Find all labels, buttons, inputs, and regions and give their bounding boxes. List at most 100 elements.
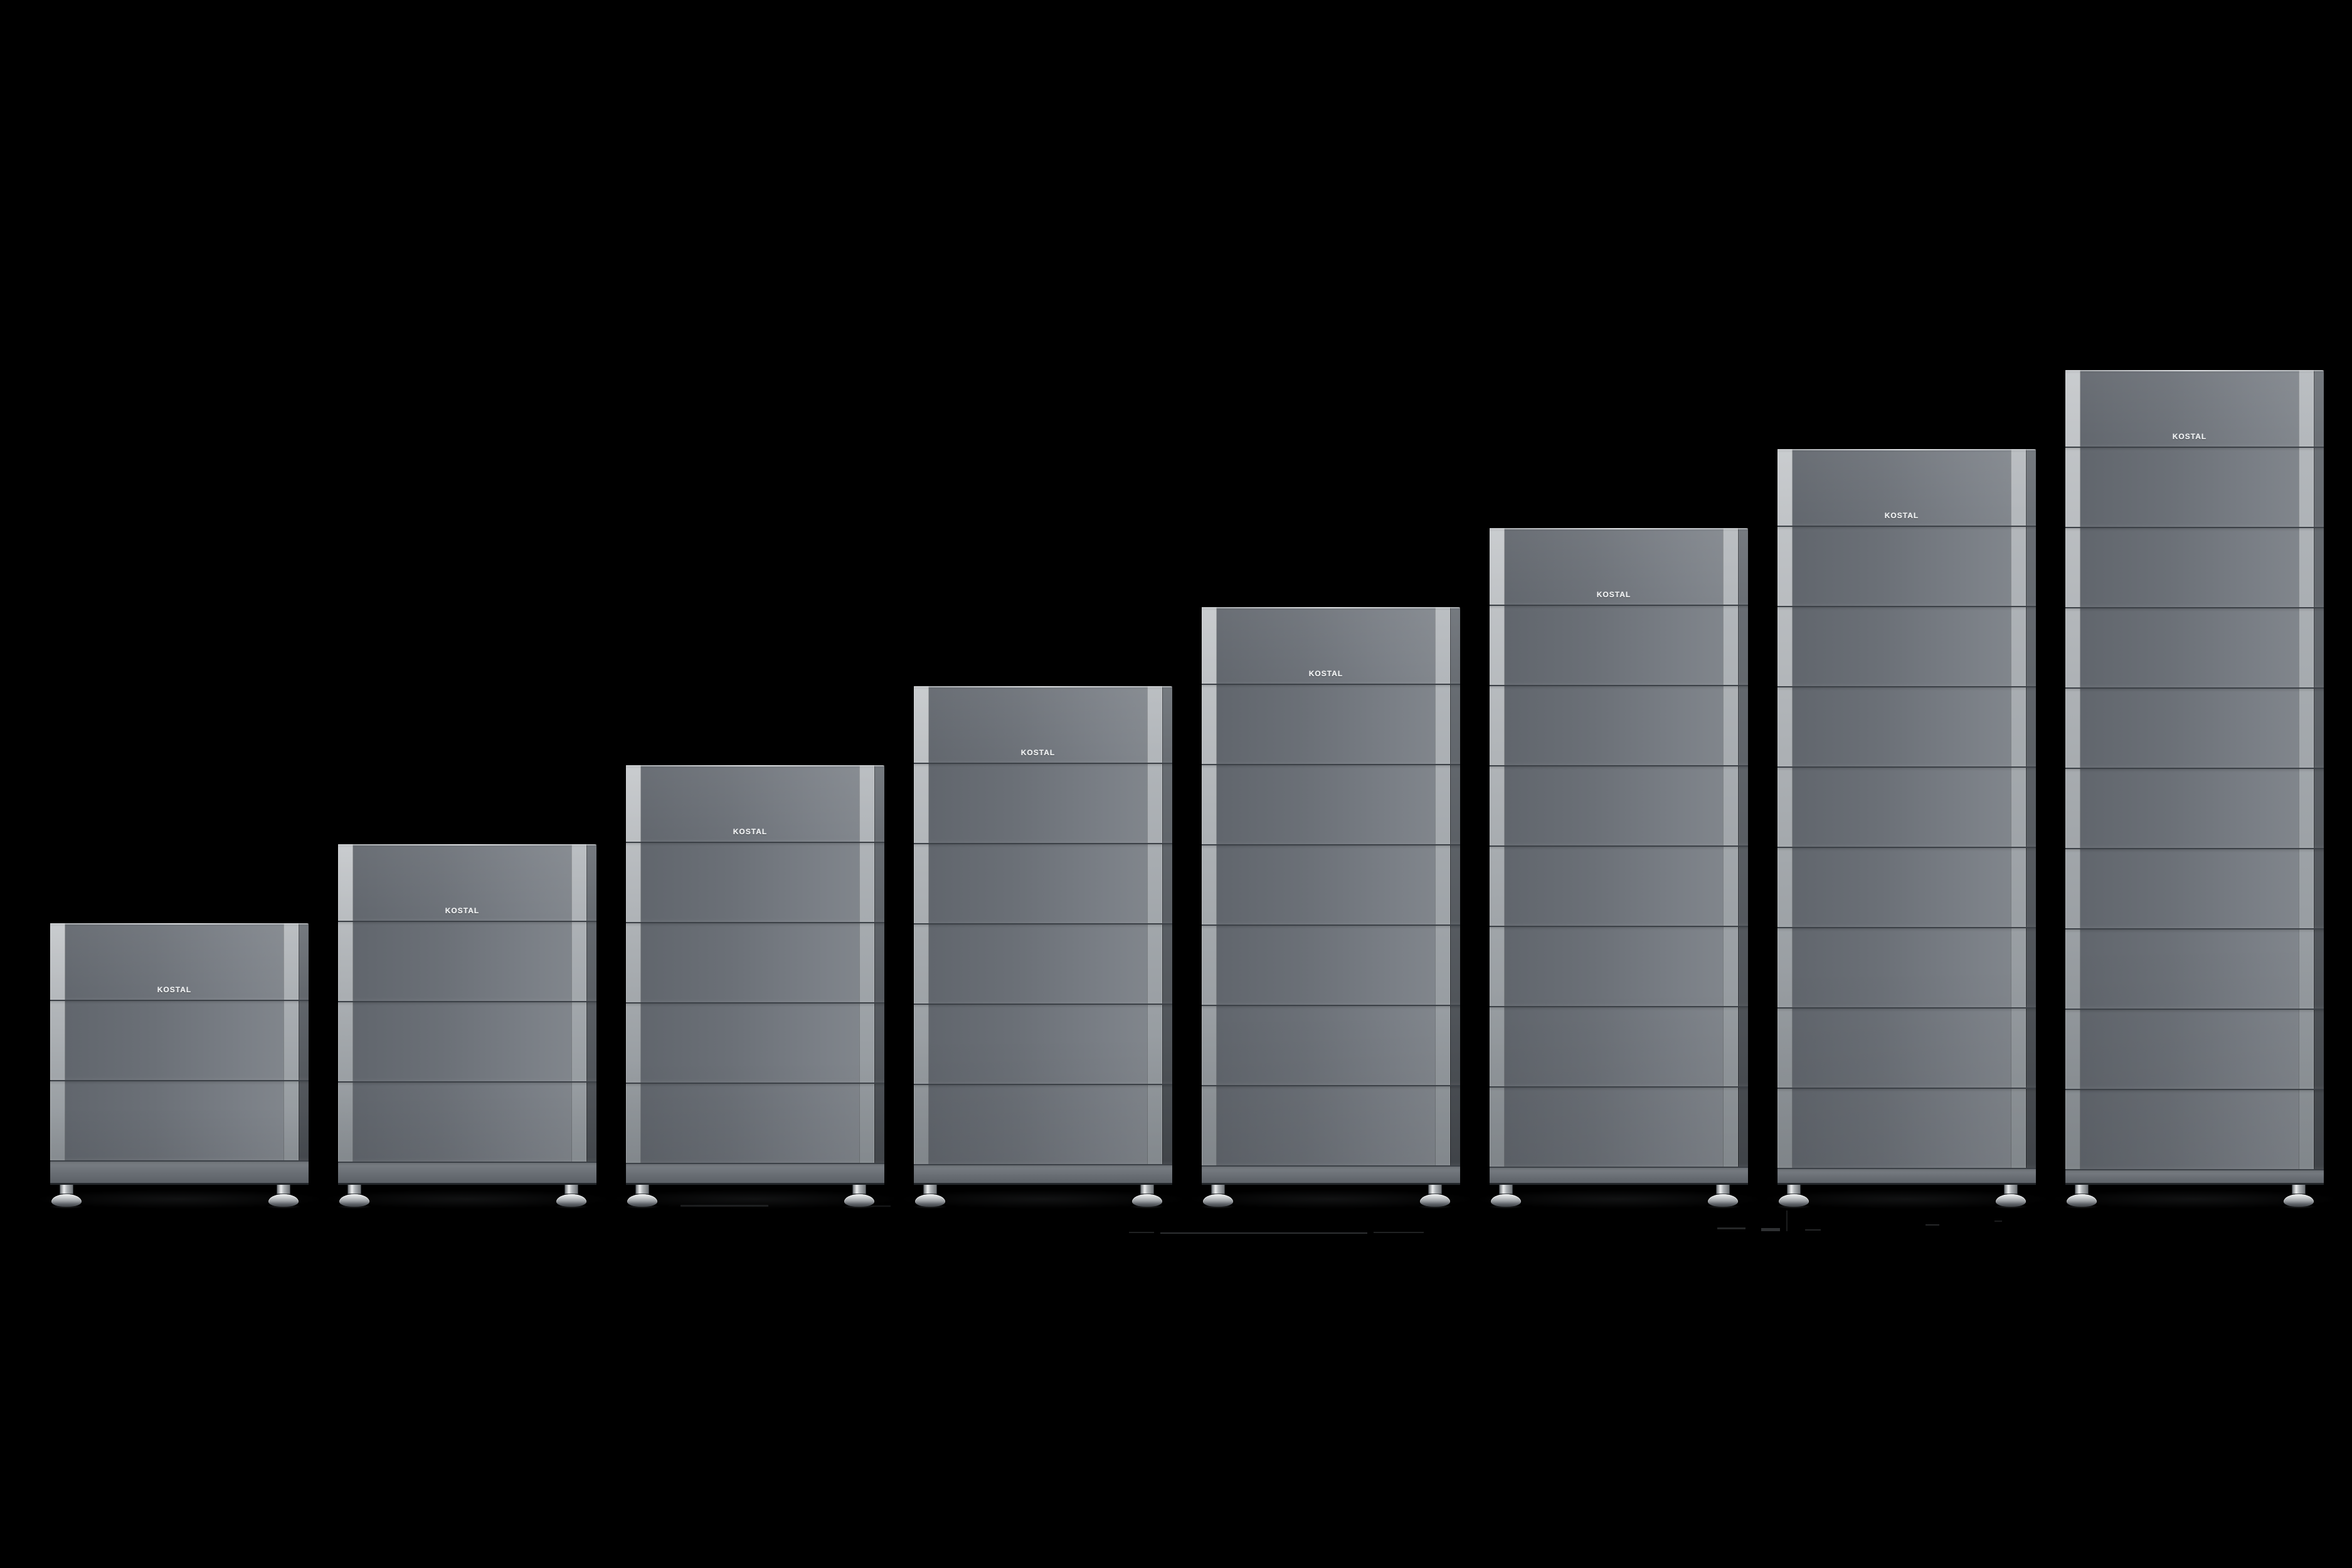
leveling-foot-left (625, 1185, 660, 1209)
cabinet-side-face (586, 844, 596, 1185)
leveling-foot-right (842, 1185, 877, 1209)
edge-highlight-right (283, 923, 299, 1185)
head-unit: KOSTAL (1202, 607, 1460, 684)
edge-highlight-left (2065, 370, 2080, 1185)
kostal-logo: KOSTAL (445, 906, 480, 915)
floor-reflection-mark (1129, 1232, 1154, 1233)
floor-reflection-mark (681, 1205, 768, 1207)
foot-stem (2004, 1185, 2018, 1194)
base-unit (1202, 1165, 1460, 1185)
battery-module (1490, 926, 1748, 1006)
battery-module (1777, 606, 2036, 686)
battery-module (2065, 527, 2324, 607)
segment-stack: KOSTAL (50, 923, 309, 1185)
kostal-logo: KOSTAL (157, 985, 192, 994)
foot-disc (268, 1194, 299, 1207)
foot-stem (347, 1185, 361, 1194)
kostal-logo: KOSTAL (1020, 748, 1056, 757)
edge-highlight-right (1723, 528, 1738, 1185)
battery-module (1490, 765, 1748, 845)
battery-module (1490, 605, 1748, 685)
cabinet-side-face (299, 923, 309, 1185)
battery-module (626, 842, 884, 922)
tower-8: KOSTAL (2064, 370, 2324, 1209)
edge-highlight-right (2299, 370, 2314, 1185)
leveling-foot-left (1200, 1185, 1236, 1209)
leveling-foot-right (266, 1185, 301, 1209)
battery-module (914, 1084, 1172, 1164)
foot-stem (923, 1185, 937, 1194)
foot-disc (1779, 1194, 1809, 1207)
battery-module (1490, 685, 1748, 765)
segment-stack: KOSTAL (626, 765, 884, 1185)
foot-disc (2284, 1194, 2314, 1207)
head-unit: KOSTAL (914, 686, 1172, 763)
battery-module (2065, 447, 2324, 527)
floor-reflection-mark (1717, 1227, 1745, 1229)
segment-stack: KOSTAL (338, 844, 596, 1185)
foot-stem (1140, 1185, 1154, 1194)
battery-module (1490, 845, 1748, 926)
foot-stem (635, 1185, 649, 1194)
battery-module (626, 1083, 884, 1163)
battery-module (1777, 1007, 2036, 1088)
battery-module (50, 1080, 309, 1160)
battery-module (1777, 847, 2036, 927)
base-unit (1490, 1167, 1748, 1185)
segment-stack: KOSTAL (2065, 370, 2324, 1185)
foot-disc (1203, 1194, 1233, 1207)
cabinet-side-face (2314, 370, 2324, 1185)
battery-module (1202, 924, 1460, 1005)
foot-stem (2075, 1185, 2089, 1194)
segment-stack: KOSTAL (1490, 528, 1748, 1185)
tower-1: KOSTAL (49, 923, 309, 1209)
battery-module (338, 1081, 596, 1162)
foot-stem (1499, 1185, 1513, 1194)
floor-reflection-mark (1160, 1232, 1367, 1234)
battery-module (2065, 687, 2324, 768)
battery-module (2065, 848, 2324, 928)
base-unit (50, 1160, 309, 1185)
leveling-foot-right (1993, 1185, 2028, 1209)
kostal-logo: KOSTAL (2172, 432, 2207, 441)
battery-module (626, 922, 884, 1002)
foot-disc (1132, 1194, 1162, 1207)
segment-stack: KOSTAL (1202, 607, 1460, 1185)
battery-module (2065, 928, 2324, 1009)
floor-reflection-mark (1926, 1224, 1939, 1226)
battery-module (914, 923, 1172, 1004)
battery-module (1777, 927, 2036, 1007)
kostal-logo: KOSTAL (1596, 590, 1631, 599)
battery-module (1202, 764, 1460, 844)
edge-highlight-right (1147, 686, 1162, 1185)
battery-module (914, 843, 1172, 923)
head-unit: KOSTAL (338, 844, 596, 921)
foot-disc (1708, 1194, 1738, 1207)
tower-5: KOSTAL (1200, 607, 1460, 1209)
cabinet-side-face (874, 765, 884, 1185)
battery-module (1777, 526, 2036, 606)
head-unit: KOSTAL (1490, 528, 1748, 605)
edge-highlight-left (914, 686, 929, 1185)
foot-stem (1716, 1185, 1730, 1194)
cabinet-side-face (1450, 607, 1460, 1185)
edge-highlight-left (1202, 607, 1217, 1185)
foot-disc (1491, 1194, 1521, 1207)
head-unit: KOSTAL (2065, 370, 2324, 447)
kostal-logo: KOSTAL (733, 827, 768, 836)
head-unit: KOSTAL (50, 923, 309, 1000)
battery-module (914, 1004, 1172, 1084)
head-unit: KOSTAL (626, 765, 884, 842)
battery-module (2065, 1089, 2324, 1169)
battery-module (914, 763, 1172, 843)
cabinet-side-face (1738, 528, 1748, 1185)
foot-stem (852, 1185, 866, 1194)
tower-6: KOSTAL (1488, 528, 1748, 1209)
foot-stem (60, 1185, 73, 1194)
battery-module (50, 1000, 309, 1080)
edge-highlight-right (859, 765, 874, 1185)
foot-disc (51, 1194, 82, 1207)
edge-highlight-left (1777, 449, 1793, 1185)
battery-module (626, 1002, 884, 1083)
